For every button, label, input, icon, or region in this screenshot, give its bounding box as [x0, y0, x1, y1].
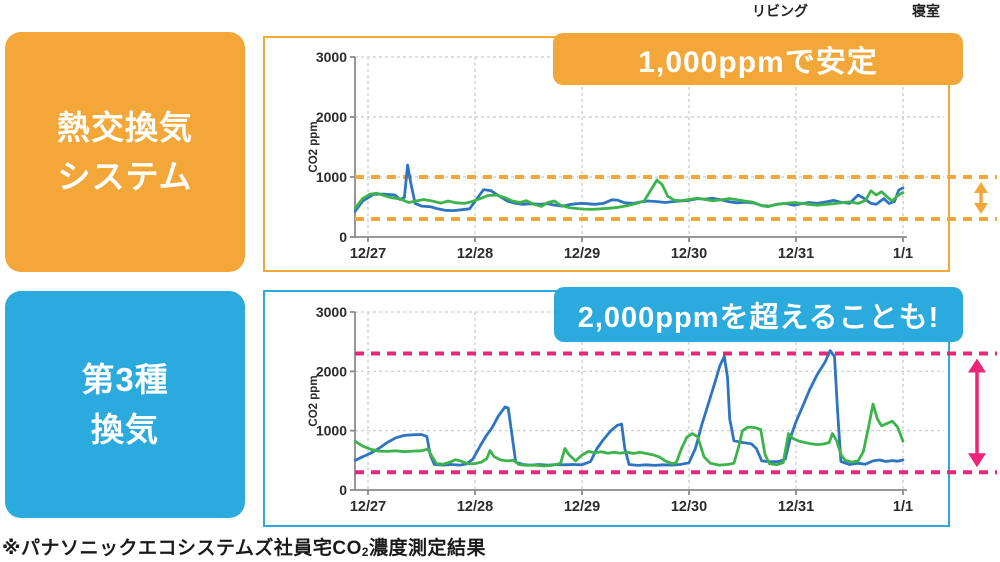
legend-living-label: リビング	[752, 3, 808, 19]
footnote-text-prefix: ※パナソニックエコシステムズ社員宅CO	[2, 538, 362, 559]
range-arrow-head-down	[974, 203, 988, 214]
footnote: ※パナソニックエコシステムズ社員宅CO2濃度測定結果	[2, 533, 486, 560]
range-arrow-head-down	[968, 453, 986, 468]
range-arrow-head-up	[974, 182, 988, 193]
range-arrow-head-up	[968, 358, 986, 373]
type3-ventilation-label-line1: 第3種	[81, 361, 169, 398]
heat-exchange-system-label-line1: 熱交換気	[57, 108, 193, 146]
type3-ventilation-label-line2: 換気	[91, 410, 159, 448]
exceeds-2000ppm-badge: 2,000ppmを超えることも!	[554, 287, 963, 342]
type3-ventilation-label: 第3種 換気	[5, 291, 245, 518]
heat-exchange-system-label-line2: システム	[57, 158, 193, 195]
footnote-text-suffix: 濃度測定結果	[368, 538, 486, 559]
stable-1000ppm-badge: 1,000ppmで安定	[553, 33, 963, 85]
legend-bedroom-label: 寝室	[912, 3, 940, 19]
footnote-co2-subscript: 2	[361, 546, 369, 560]
heat-exchange-system-label: 熱交換気 システム	[5, 32, 245, 272]
